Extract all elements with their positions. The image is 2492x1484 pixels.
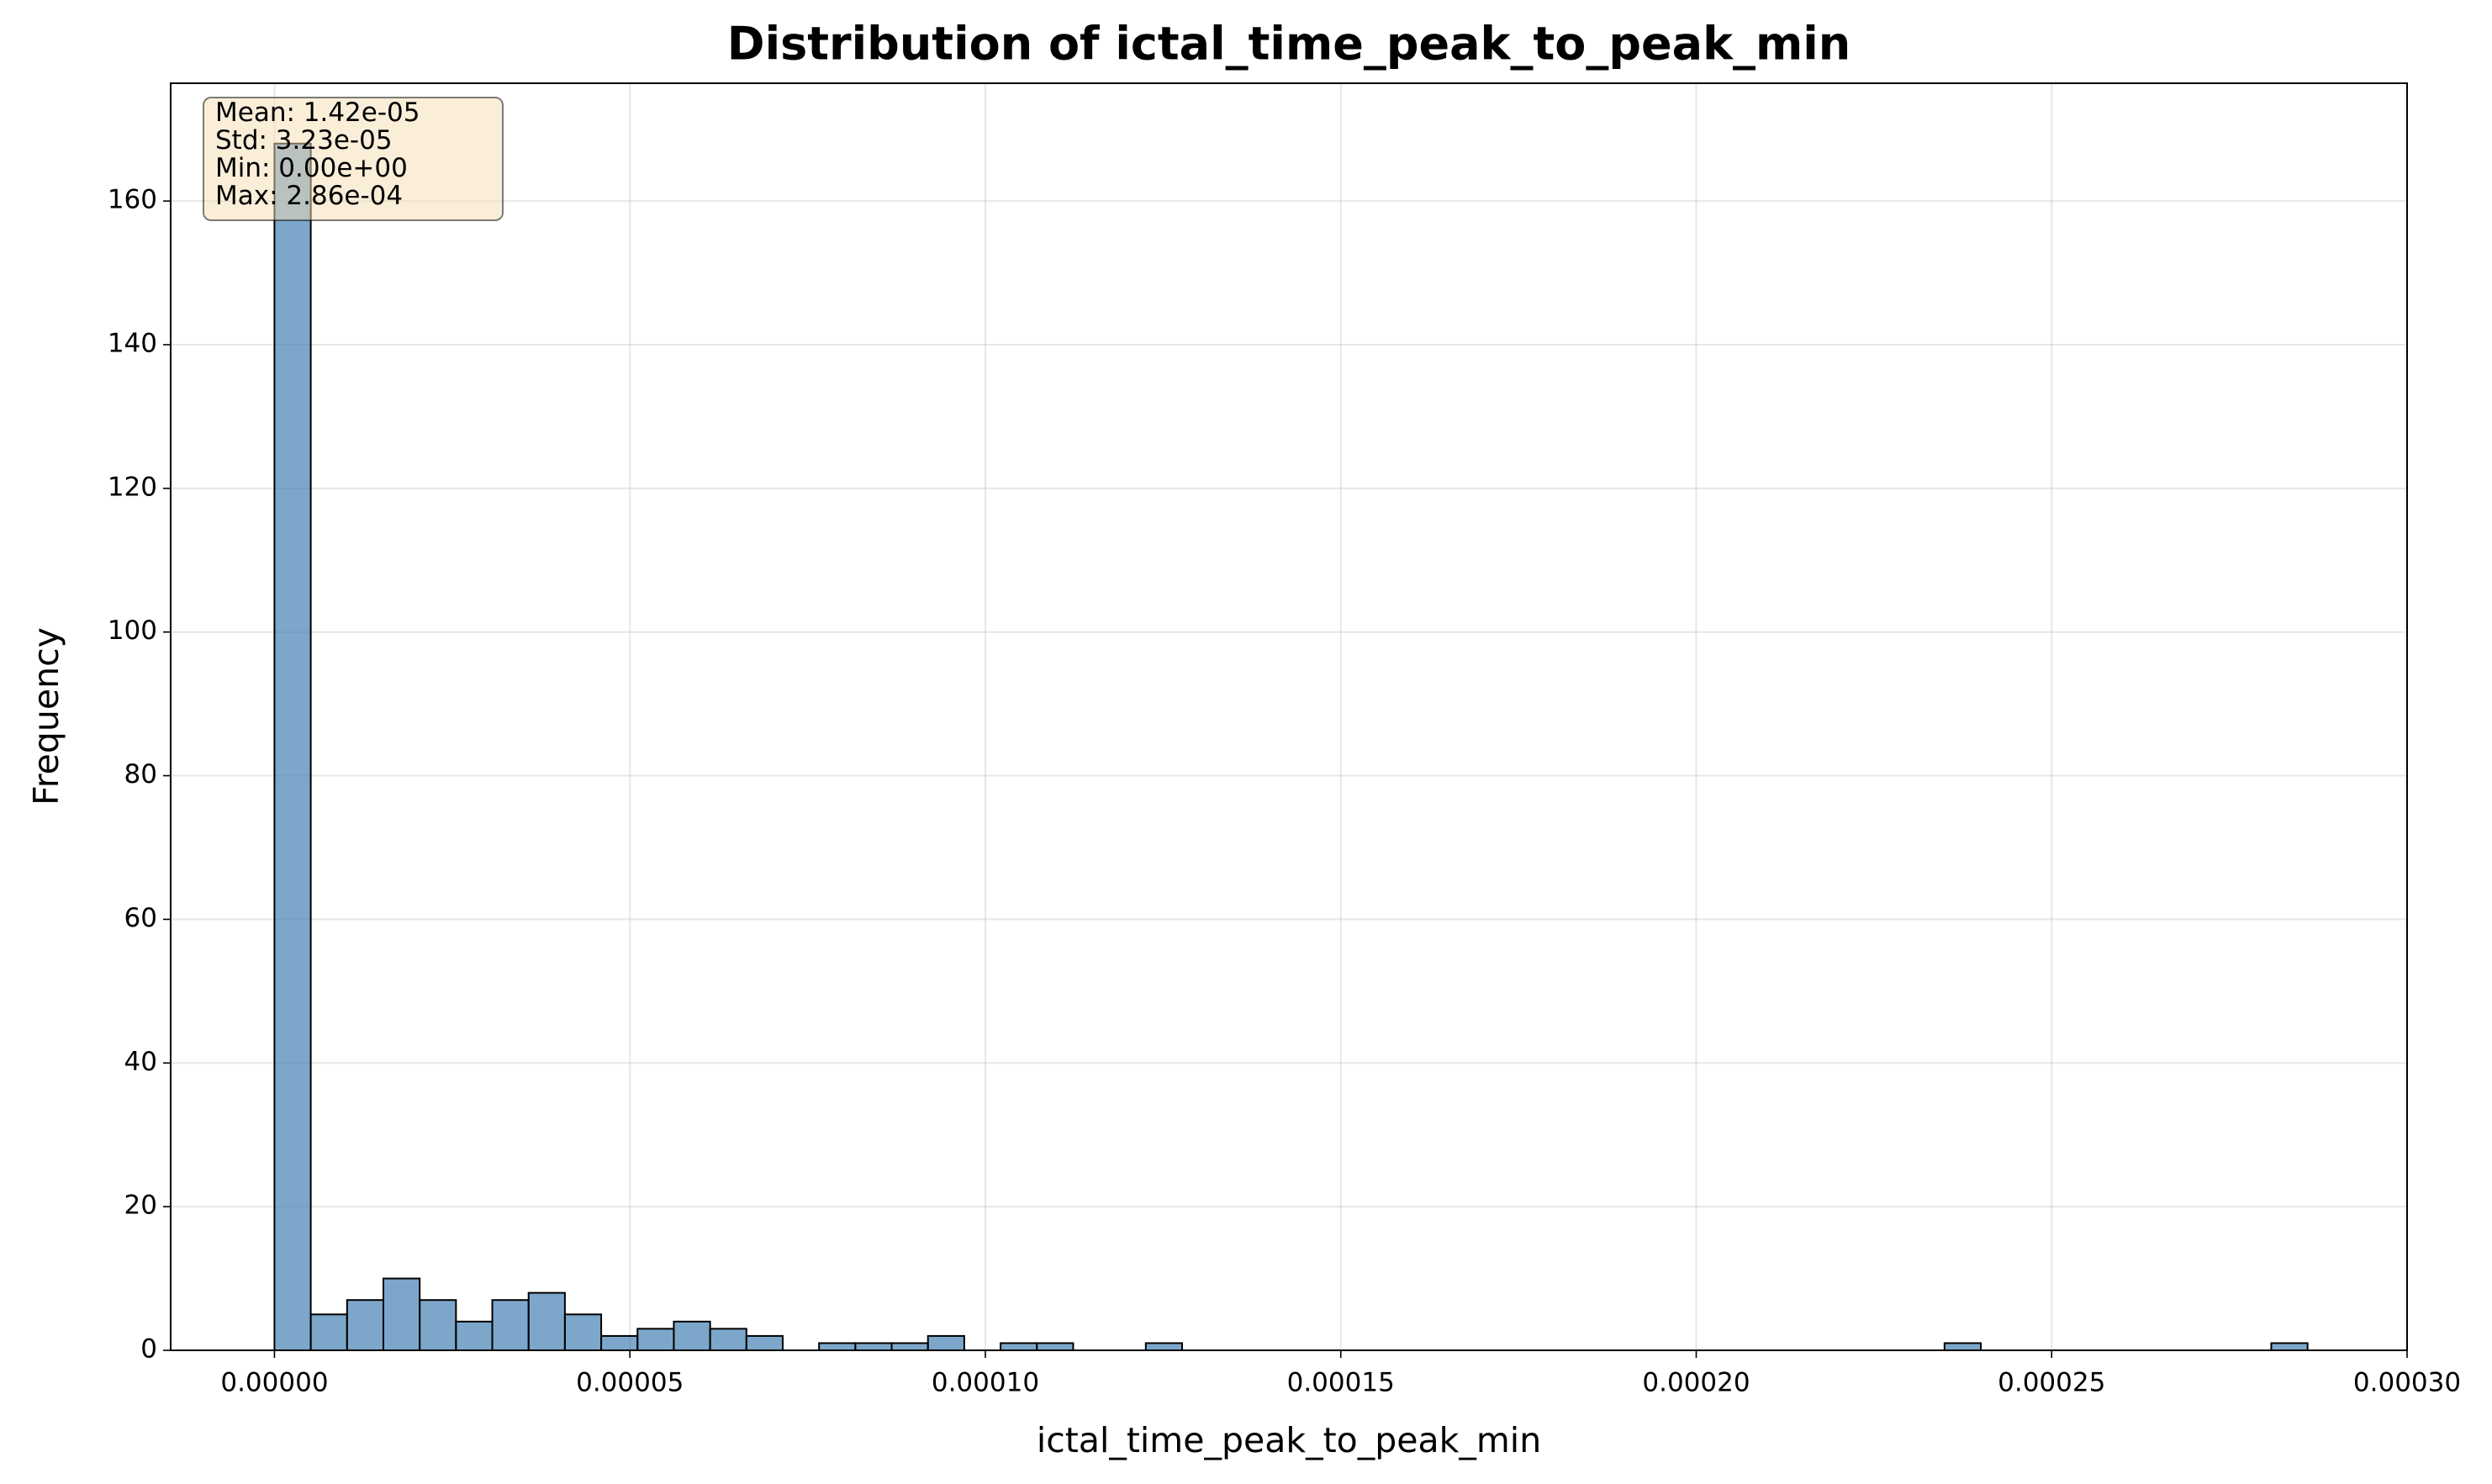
bar <box>854 1342 893 1351</box>
bar <box>563 1313 603 1351</box>
bar <box>2270 1342 2309 1351</box>
bar <box>1036 1342 1074 1351</box>
y-tick-label: 60 <box>124 903 157 933</box>
y-tick-label: 160 <box>108 185 157 215</box>
bar <box>600 1334 639 1351</box>
bar <box>309 1313 348 1351</box>
bar <box>673 1320 711 1351</box>
bar <box>636 1328 675 1351</box>
x-tick-label: 0.00025 <box>1998 1368 2105 1398</box>
bar <box>455 1320 494 1351</box>
x-tick-label: 0.00005 <box>576 1368 684 1398</box>
x-tick-label: 0.00020 <box>1642 1368 1750 1398</box>
bar <box>1000 1342 1038 1351</box>
bar <box>1144 1342 1183 1351</box>
x-tick-label: 0.00030 <box>2353 1368 2461 1398</box>
stats-line: Std: 3.23e-05 <box>215 125 393 156</box>
bar <box>890 1342 929 1351</box>
bar <box>419 1299 457 1351</box>
bar <box>745 1334 784 1351</box>
bar <box>709 1328 747 1351</box>
chart-title: Distribution of ictal_time_peak_to_peak_… <box>727 18 1851 71</box>
bar <box>382 1277 421 1352</box>
bar <box>527 1291 566 1351</box>
stats-line: Min: 0.00e+00 <box>215 153 408 183</box>
x-tick-label: 0.00015 <box>1287 1368 1395 1398</box>
y-tick-label: 0 <box>140 1334 157 1365</box>
stats-line: Max: 2.86e-04 <box>215 181 403 211</box>
x-tick-label: 0.00000 <box>220 1368 328 1398</box>
y-tick-label: 80 <box>124 759 157 790</box>
bar <box>927 1334 965 1351</box>
x-axis-label: ictal_time_peak_to_peak_min <box>1037 1420 1541 1460</box>
stats-line: Mean: 1.42e-05 <box>215 98 420 128</box>
y-tick-label: 120 <box>108 472 157 502</box>
bar <box>818 1342 857 1351</box>
bar <box>491 1299 530 1351</box>
bar <box>1943 1342 1982 1351</box>
y-tick-label: 20 <box>124 1191 157 1221</box>
y-axis-label: Frequency <box>26 627 66 805</box>
stats-box-background <box>203 97 504 221</box>
y-tick-label: 100 <box>108 615 157 646</box>
plot-frame <box>170 82 2408 1351</box>
bar <box>346 1299 384 1351</box>
bar <box>273 142 312 1351</box>
y-tick-label: 140 <box>108 328 157 358</box>
x-tick-label: 0.00010 <box>932 1368 1039 1398</box>
y-tick-label: 40 <box>124 1047 157 1077</box>
